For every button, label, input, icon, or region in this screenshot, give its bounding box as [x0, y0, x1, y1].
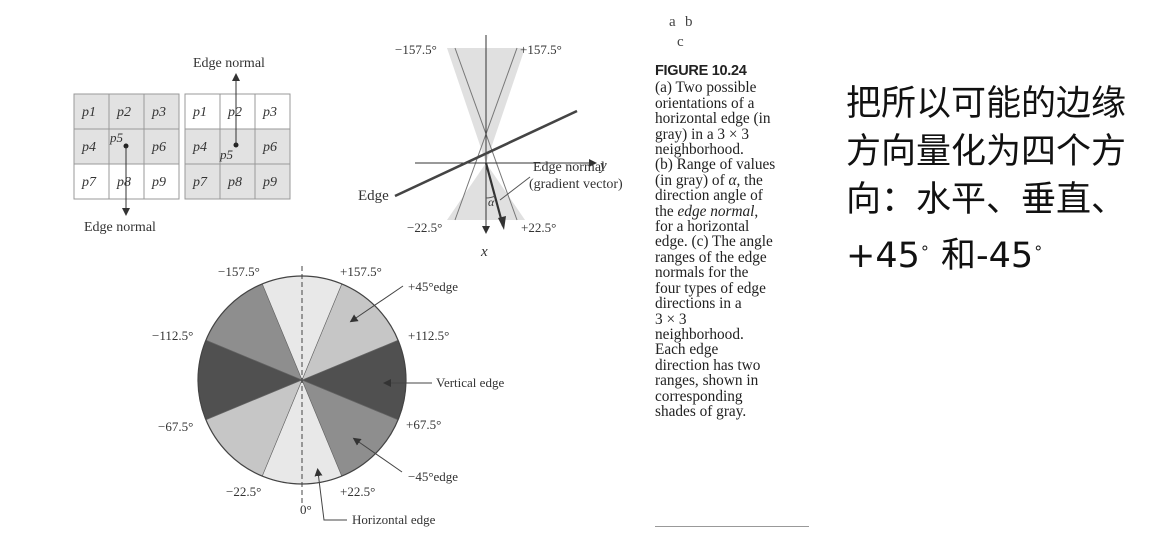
gradient-vector-label: (gradient vector): [529, 177, 623, 192]
grid-right-p2: p2: [227, 105, 242, 120]
cn-degree-1: ∘: [919, 238, 930, 257]
caption-line: 3 × 3: [655, 310, 687, 328]
grid-left-p1: p1: [81, 105, 96, 120]
caption-line: horizontal edge (in: [655, 110, 771, 128]
caption-line: direction has two: [655, 356, 761, 374]
cn-line-1: 把所以可能的边缘: [846, 84, 1127, 124]
grid-left-p5: p5: [109, 130, 124, 145]
cn-degree-2: ∘: [1033, 238, 1044, 257]
normal-leader-line: [499, 176, 531, 201]
grid-right-p7: p7: [192, 175, 208, 190]
label-horizontal-edge: Horizontal edge: [352, 512, 436, 527]
panel-b-alpha-range: −157.5° +157.5° −22.5° +22.5° y x Edge E…: [358, 35, 623, 260]
edge-normal-label-b: Edge normal: [533, 160, 605, 175]
caption-line: shades of gray.: [655, 402, 747, 420]
grid-left-p4: p4: [81, 140, 96, 155]
figure-title: FIGURE 10.24: [655, 63, 747, 79]
caption-line: neighborhood.: [655, 141, 744, 159]
caption-line: gray) in a 3 × 3: [655, 125, 750, 143]
leader-plus45: [349, 285, 404, 323]
caption-line: four types of edge: [655, 279, 766, 297]
badge-a: a: [669, 14, 676, 30]
caption-line: neighborhood.: [655, 325, 744, 343]
grid-left: p1 p2 p3 p4 p5 p6 p7 p8 p9 Edge normal: [73, 93, 180, 235]
label-plus-22-b: +22.5°: [521, 220, 556, 235]
grid-right-p4: p4: [192, 140, 207, 155]
chinese-explanation: 把所以可能的边缘 方向量化为四个方 向：水平、垂直、 +45∘ 和-45∘: [846, 80, 1173, 280]
alpha-label: α: [488, 195, 495, 209]
caption-line: edge. (c) The angle: [655, 233, 773, 251]
caption-line: (b) Range of values: [655, 156, 776, 174]
cn-plus45: +45: [846, 236, 920, 276]
leader-minus45: [352, 437, 403, 473]
label-minus-157-c: −157.5°: [218, 264, 260, 279]
edge-label: Edge: [358, 188, 389, 204]
grid-right-p3: p3: [262, 105, 277, 120]
grid-left-p7: p7: [81, 175, 97, 190]
panel-badge: a b c: [665, 14, 705, 54]
label-plus-157-b: +157.5°: [520, 42, 562, 57]
grid-left-p9: p9: [151, 175, 166, 190]
label-vertical-edge: Vertical edge: [436, 375, 504, 390]
caption-line: direction angle of: [655, 187, 763, 205]
edge-normal-vector: [484, 162, 505, 227]
grid-right: p1 p2 p3 p4 p5 p6 p7 p8 p9 Edge normal: [184, 56, 291, 200]
grid-right-p8: p8: [227, 175, 242, 190]
grid-right-p5: p5: [219, 147, 234, 162]
grid-left-p3: p3: [151, 105, 166, 120]
label-plus-157-c: +157.5°: [340, 264, 382, 279]
label-plus-67: +67.5°: [406, 417, 441, 432]
edge-normal-top-label: Edge normal: [193, 56, 265, 71]
label-plus-112: +112.5°: [408, 328, 449, 343]
grid-right-p6: p6: [262, 140, 277, 155]
label-minus-22-b: −22.5°: [407, 220, 442, 235]
caption-line: ranges of the edge: [655, 248, 767, 266]
edge-normal-bottom-label: Edge normal: [84, 220, 156, 235]
caption-line: normals for the: [655, 264, 749, 282]
label-minus-157-b: −157.5°: [395, 42, 437, 57]
label-minus-22-c: −22.5°: [226, 484, 261, 499]
label-plus45edge: +45°edge: [408, 279, 458, 294]
label-plus-22-c: +22.5°: [340, 484, 375, 499]
cn-line-2: 方向量化为四个方: [846, 132, 1127, 172]
badge-b: b: [685, 14, 693, 30]
grid-left-p8: p8: [116, 175, 131, 190]
panel-a-neighborhoods: p1 p2 p3 p4 p5 p6 p7 p8 p9 Edge normal p…: [73, 56, 291, 235]
alpha-arc: [485, 195, 496, 199]
caption-line: corresponding: [655, 387, 743, 405]
grid-left-p6: p6: [151, 140, 166, 155]
cn-line-4: +45∘ 和-45∘: [846, 224, 1173, 280]
caption-line: directions in a: [655, 295, 742, 313]
edge-line: [394, 109, 578, 198]
leader-horizontal: [314, 468, 347, 521]
figure-caption: FIGURE 10.24 (a) Two possible orientation…: [655, 63, 815, 419]
label-minus45edge: −45°edge: [408, 469, 458, 484]
axis-x-label: x: [480, 244, 488, 260]
cn-line-3: 向：水平、垂直、: [846, 180, 1127, 220]
caption-rule: [655, 526, 809, 527]
caption-line: Each edge: [655, 341, 719, 359]
caption-line: for a horizontal: [655, 218, 750, 236]
label-minus-67: −67.5°: [158, 419, 193, 434]
label-zero: 0°: [300, 502, 312, 517]
grid-right-p9: p9: [262, 175, 277, 190]
caption-line: orientations of a: [655, 94, 755, 112]
grid-right-p1: p1: [192, 105, 207, 120]
panel-c-direction-circle: −157.5° +157.5° +45°edge −112.5° +112.5°…: [152, 264, 504, 527]
caption-lines: (a) Two possible orientations of a horizon…: [655, 80, 815, 419]
badge-c: c: [677, 34, 684, 50]
caption-line: (in gray) of α, the: [655, 171, 763, 189]
cn-and-minus45: 和-45: [929, 236, 1034, 276]
grid-left-p2: p2: [116, 105, 131, 120]
caption-line: the edge normal,: [655, 202, 759, 220]
sectors-group: [197, 275, 407, 485]
caption-line: ranges, shown in: [655, 372, 759, 390]
caption-line: (a) Two possible: [655, 79, 757, 97]
axis-y-label: y: [598, 158, 607, 174]
label-minus-112: −112.5°: [152, 328, 193, 343]
